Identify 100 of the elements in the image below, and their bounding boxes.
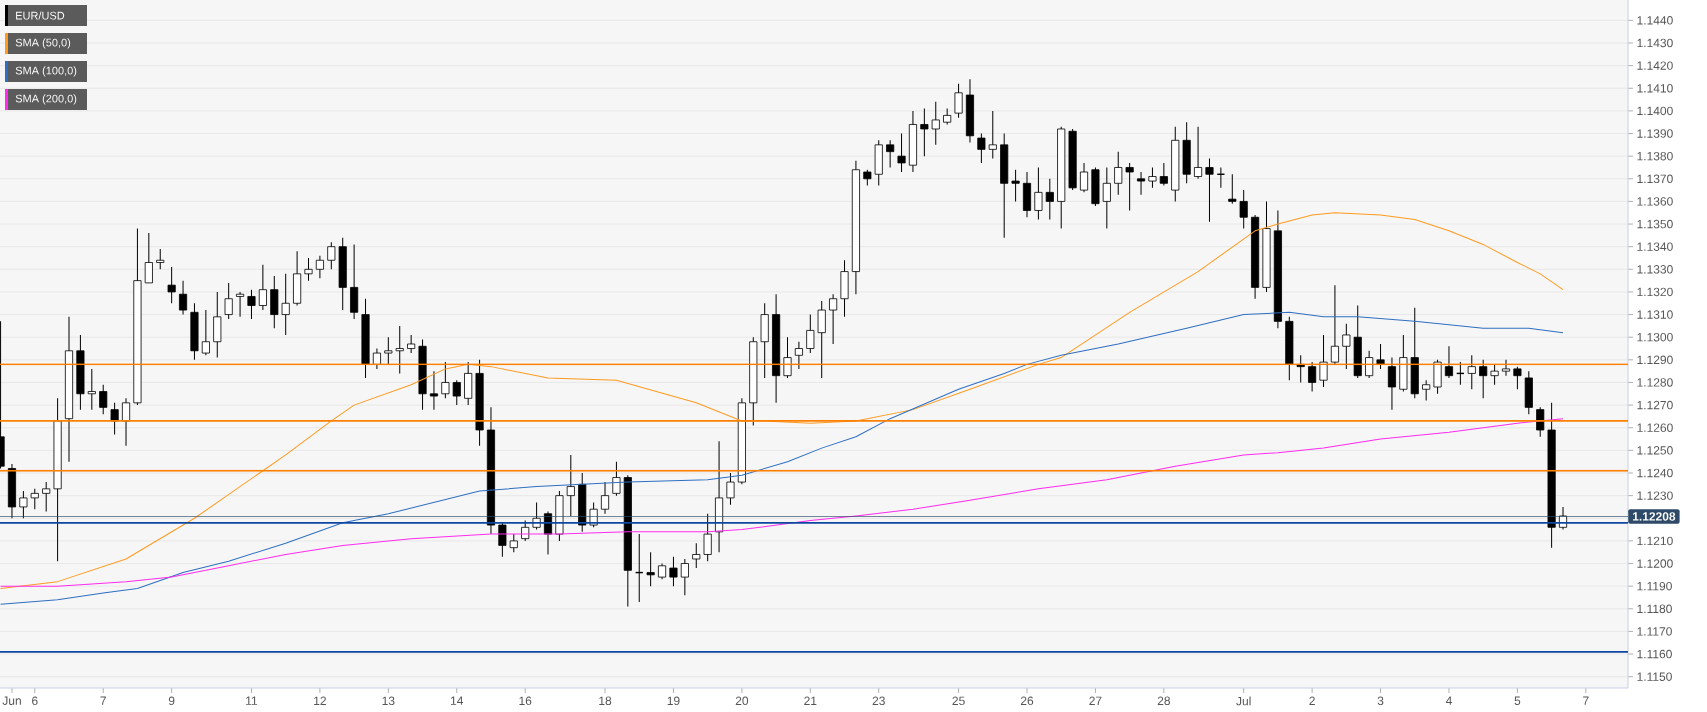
x-tick-label: 14 [451, 696, 464, 705]
candlestick [1490, 363, 1499, 386]
line-series [0, 311, 1564, 605]
x-tick-label: 19 [667, 696, 680, 706]
candlestick [384, 336, 393, 365]
x-tick-label: 7 [100, 696, 106, 705]
candlestick [1159, 162, 1168, 187]
y-tick-label: 1.1320 [1637, 287, 1673, 297]
y-tick-label: 1.1250 [1637, 446, 1673, 455]
x-tick-label: Jun [2, 696, 21, 705]
candlestick [304, 257, 313, 282]
candlestick [509, 533, 518, 553]
candlestick [1319, 334, 1328, 388]
candlestick [452, 379, 461, 406]
y-tick-label: 1.1340 [1637, 242, 1673, 251]
y-tick-label: 1.1410 [1637, 84, 1673, 93]
candlestick [156, 248, 165, 270]
candlestick [429, 370, 438, 411]
candlestick [1330, 284, 1339, 365]
candlestick [1501, 359, 1511, 377]
x-tick-label: 20 [735, 696, 749, 706]
candlestick [179, 280, 188, 316]
candlestick [167, 266, 176, 304]
x-tick-label: 26 [1020, 696, 1034, 706]
ref-line-label: 1.12208 [1632, 512, 1676, 521]
y-tick-label: 1.1190 [1637, 581, 1672, 591]
candlestick [1422, 379, 1431, 402]
candlestick [1045, 178, 1054, 221]
legend-label: SMA (100,0) [15, 66, 77, 77]
candlestick [1125, 162, 1134, 211]
candlestick [1114, 151, 1123, 196]
candlestick [794, 341, 803, 370]
candlestick [315, 255, 324, 279]
x-tick-label: 13 [382, 696, 395, 706]
candlestick [1513, 366, 1522, 390]
candlestick [258, 264, 267, 311]
candlestick [897, 133, 906, 173]
y-tick-label: 1.1360 [1637, 197, 1673, 206]
candlestick [99, 384, 108, 415]
y-tick-label: 1.1330 [1637, 265, 1673, 274]
x-tick-label: 4 [1445, 696, 1452, 705]
candlestick [224, 282, 233, 320]
candlestick [247, 289, 256, 320]
candlestick [1148, 166, 1157, 189]
x-tick-label: 21 [804, 696, 817, 705]
candlestick [1308, 361, 1317, 393]
y-tick-label: 1.1440 [1637, 16, 1673, 25]
legend-label: SMA (200,0) [15, 94, 77, 105]
candlestick [988, 110, 997, 159]
candlestick [1205, 157, 1214, 223]
candlestick [1536, 406, 1545, 438]
y-tick-label: 1.1200 [1637, 559, 1673, 568]
candlestick [201, 309, 210, 356]
y-tick-label: 1.1300 [1637, 332, 1673, 342]
candlestick [87, 368, 96, 411]
x-tick-label: 2 [1309, 696, 1315, 705]
y-tick-label: 1.1390 [1637, 129, 1673, 138]
candlestick [817, 300, 826, 379]
candlestick [327, 241, 336, 270]
x-tick-label: 9 [168, 696, 175, 706]
candlestick [42, 481, 51, 512]
y-tick-label: 1.1230 [1637, 491, 1673, 500]
candlestick [1194, 126, 1203, 180]
candlestick [121, 397, 131, 447]
x-tick-label: 16 [519, 696, 532, 706]
x-tick-label: 5 [1514, 696, 1521, 705]
y-tick-label: 1.1260 [1637, 423, 1673, 432]
candlestick [783, 336, 792, 379]
candlestick [566, 454, 575, 517]
y-tick-label: 1.1150 [1637, 672, 1672, 681]
y-tick-label: 1.1380 [1637, 151, 1673, 161]
x-tick-label: 25 [952, 696, 965, 706]
y-tick-label: 1.1210 [1637, 536, 1673, 546]
candlestick [236, 291, 245, 318]
candlestick [1034, 166, 1043, 221]
x-tick-label: 27 [1089, 696, 1102, 705]
candlestick [612, 461, 621, 497]
candlestick [144, 232, 153, 284]
candlestick [407, 334, 416, 354]
candlestick [1342, 323, 1351, 370]
candlestick [1444, 345, 1454, 379]
candlestick [692, 542, 701, 569]
line-series [0, 212, 1564, 589]
candlestick [30, 488, 39, 510]
candlestick [1011, 169, 1020, 202]
candlestick [1239, 189, 1248, 230]
candlestick [1387, 357, 1396, 411]
y-tick-label: 1.1280 [1637, 378, 1673, 387]
y-tick-label: 1.1170 [1637, 627, 1672, 636]
y-tick-label: 1.1310 [1637, 310, 1673, 319]
x-tick-label: 11 [246, 696, 258, 705]
candlestick [806, 314, 815, 354]
candlestick [680, 558, 689, 596]
candlestick [1479, 359, 1488, 399]
candlestick [1102, 166, 1111, 230]
y-tick-label: 1.1180 [1637, 604, 1672, 614]
candlestick [977, 133, 986, 164]
y-tick-label: 1.1370 [1637, 174, 1673, 184]
candlestick [931, 101, 940, 146]
x-tick-label: 28 [1157, 696, 1170, 706]
